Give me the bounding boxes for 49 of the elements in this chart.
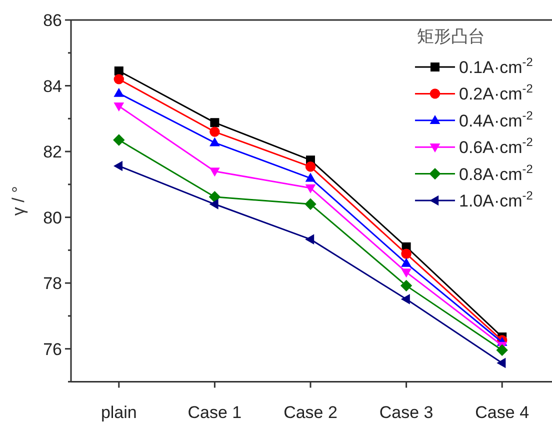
y-tick-label: 84 (43, 76, 62, 96)
point (305, 234, 314, 244)
legend-label: 1.0A·cm$^{-2}$ (459, 188, 534, 210)
point (208, 191, 221, 203)
legend-label: 0.1A·cm$^{-2}$ (459, 55, 534, 77)
point (496, 344, 508, 356)
legend-item: 0.1A·cm$^{-2}$ (415, 55, 533, 77)
point (304, 198, 316, 210)
point (496, 358, 506, 368)
point (305, 162, 316, 172)
x-tick-label: plain (100, 403, 137, 422)
point (401, 248, 412, 259)
y-tick-label: 82 (43, 142, 62, 162)
legend-item: 1.0A·cm$^{-2}$ (415, 188, 533, 210)
point (401, 258, 412, 267)
legend-title: 矩形凸台 (417, 27, 485, 46)
y-tick-label: 78 (43, 274, 62, 294)
point (113, 134, 125, 146)
point (400, 294, 410, 304)
y-axis-title: γ / ° (9, 186, 28, 216)
x-tick-label: Case 3 (379, 403, 434, 422)
point (114, 88, 124, 97)
legend-label: 0.8A·cm$^{-2}$ (459, 162, 534, 184)
point (400, 280, 412, 292)
point (210, 126, 220, 137)
x-tick-label: Case 1 (188, 403, 242, 422)
point (210, 168, 220, 177)
point (305, 184, 316, 194)
point (401, 268, 412, 278)
point (305, 172, 316, 182)
legend-item: 0.8A·cm$^{-2}$ (415, 162, 533, 184)
y-tick-label: 80 (43, 208, 62, 228)
point (114, 160, 122, 172)
legend-item: 0.4A·cm$^{-2}$ (415, 108, 533, 130)
point (210, 137, 220, 146)
point (114, 66, 124, 76)
legend-label: 0.6A·cm$^{-2}$ (459, 135, 534, 158)
point (114, 74, 124, 84)
x-tick-label: Case 4 (475, 403, 530, 422)
point (210, 118, 220, 128)
point (209, 198, 218, 210)
legend-label: 0.4A·cm$^{-2}$ (459, 108, 534, 130)
legend-label: 0.2A·cm$^{-2}$ (459, 82, 534, 104)
x-tick-label: Case 2 (284, 403, 338, 422)
point (114, 102, 124, 112)
legend-item: 0.6A·cm$^{-2}$ (415, 135, 533, 158)
y-tick-label: 86 (43, 11, 62, 30)
legend-item: 0.2A·cm$^{-2}$ (415, 82, 533, 104)
y-tick-label: 76 (43, 340, 62, 359)
